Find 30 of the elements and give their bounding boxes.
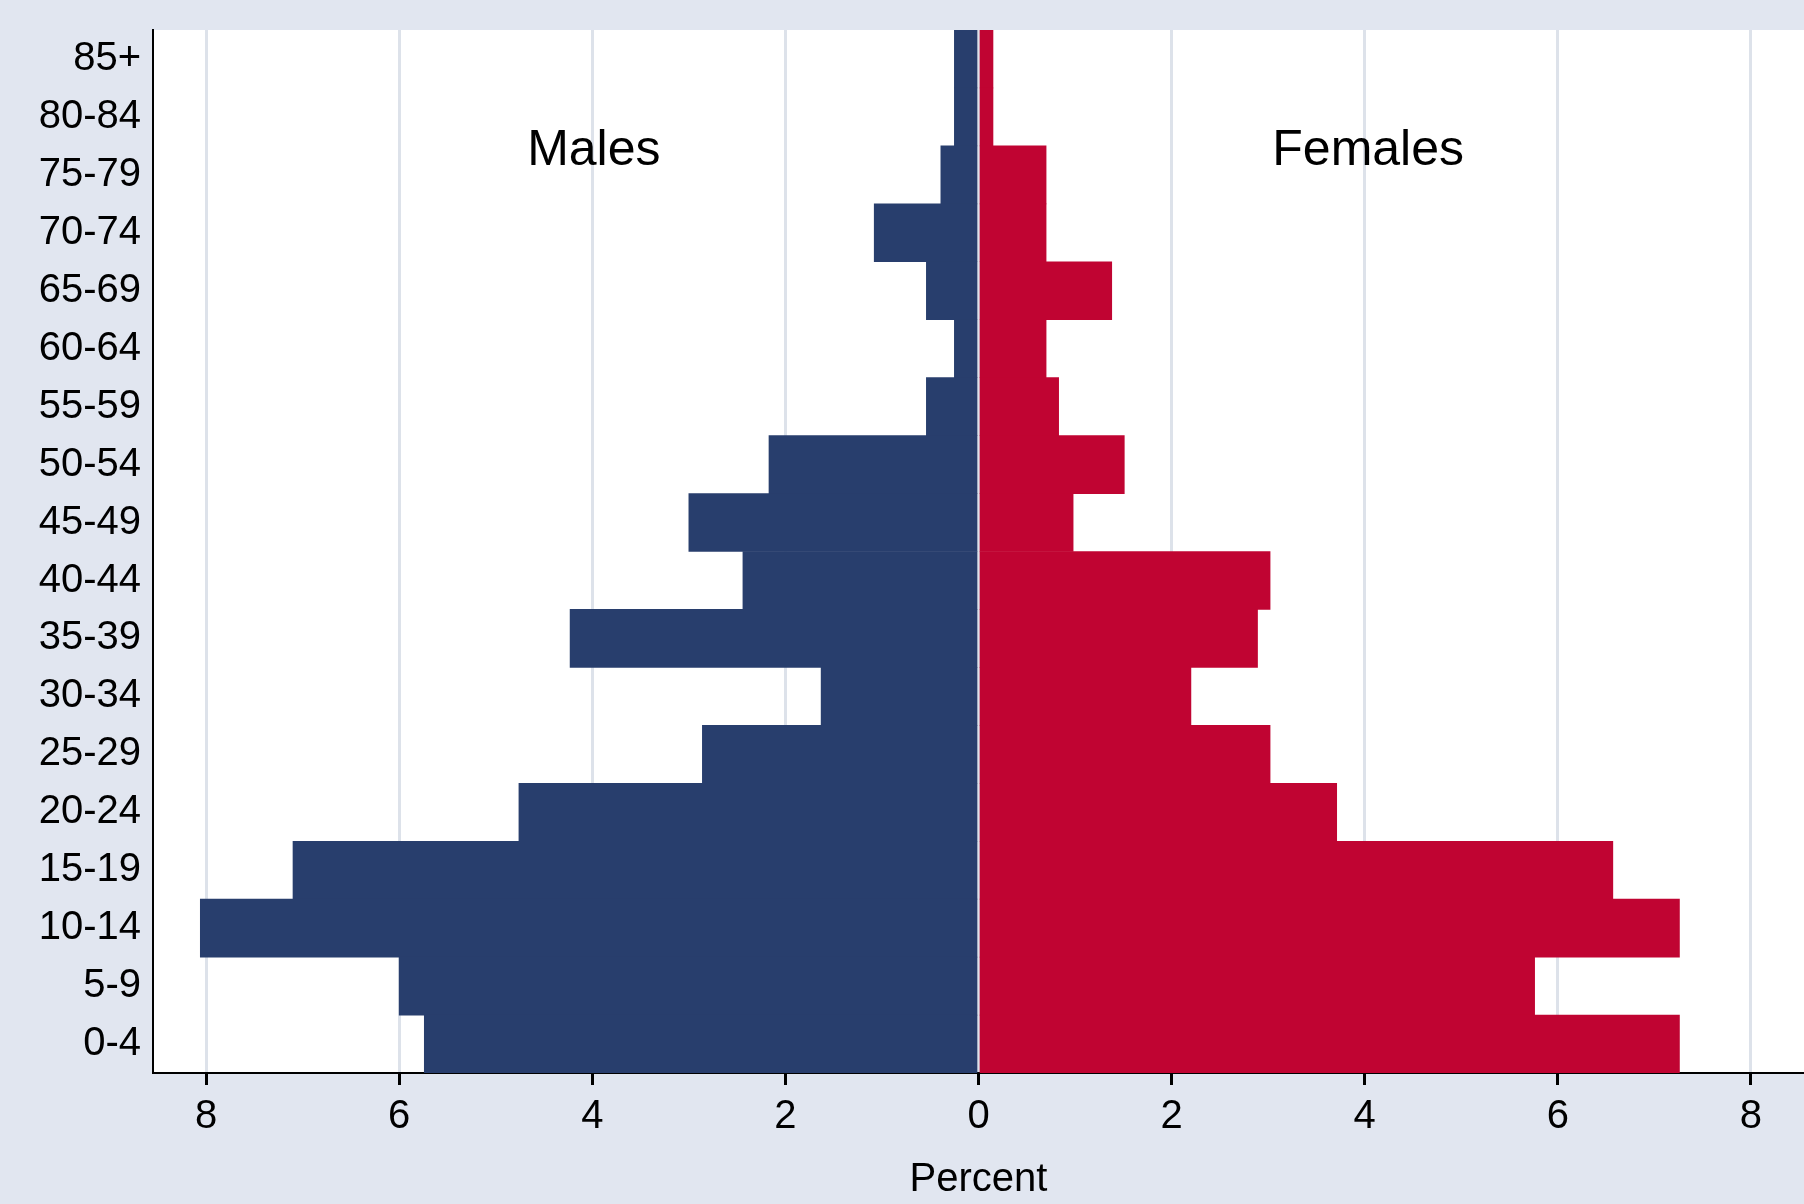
x-tick-label: 6 <box>1546 1092 1569 1137</box>
y-tick-label: 75-79 <box>38 149 141 194</box>
x-tick-label: 8 <box>1739 1092 1763 1137</box>
y-tick-label: 45-49 <box>38 497 141 542</box>
y-tick-label: 85+ <box>73 34 141 78</box>
y-tick-label: 40-44 <box>38 555 141 600</box>
y-tick-label: 15-19 <box>38 845 141 890</box>
x-tick-label: 4 <box>581 1092 604 1137</box>
y-tick-label: 35-39 <box>38 613 141 658</box>
x-tick-label: 2 <box>1160 1092 1183 1137</box>
x-tick-label: 4 <box>1353 1092 1376 1137</box>
x-tick-label: 2 <box>774 1092 797 1137</box>
y-tick-label: 80-84 <box>38 91 141 136</box>
annotation: Males <box>527 119 661 176</box>
y-tick-label: 30-34 <box>38 671 141 716</box>
x-axis-title: Percent <box>909 1155 1048 1200</box>
y-tick-label: 0-4 <box>83 1019 141 1064</box>
y-tick-label: 65-69 <box>38 265 141 310</box>
y-tick-label: 20-24 <box>38 787 141 832</box>
y-tick-label: 5-9 <box>83 961 141 1006</box>
x-tick-label: 6 <box>388 1092 411 1137</box>
x-tick-label: 0 <box>967 1092 990 1137</box>
y-tick-label: 10-14 <box>38 903 141 948</box>
y-tick-label: 55-59 <box>38 381 141 426</box>
x-tick-label: 8 <box>194 1092 218 1137</box>
y-tick-label: 70-74 <box>38 207 141 252</box>
y-tick-label: 60-64 <box>38 323 141 368</box>
annotation: Females <box>1272 119 1464 176</box>
y-tick-label: 25-29 <box>38 729 141 774</box>
y-tick-label: 50-54 <box>38 439 141 484</box>
